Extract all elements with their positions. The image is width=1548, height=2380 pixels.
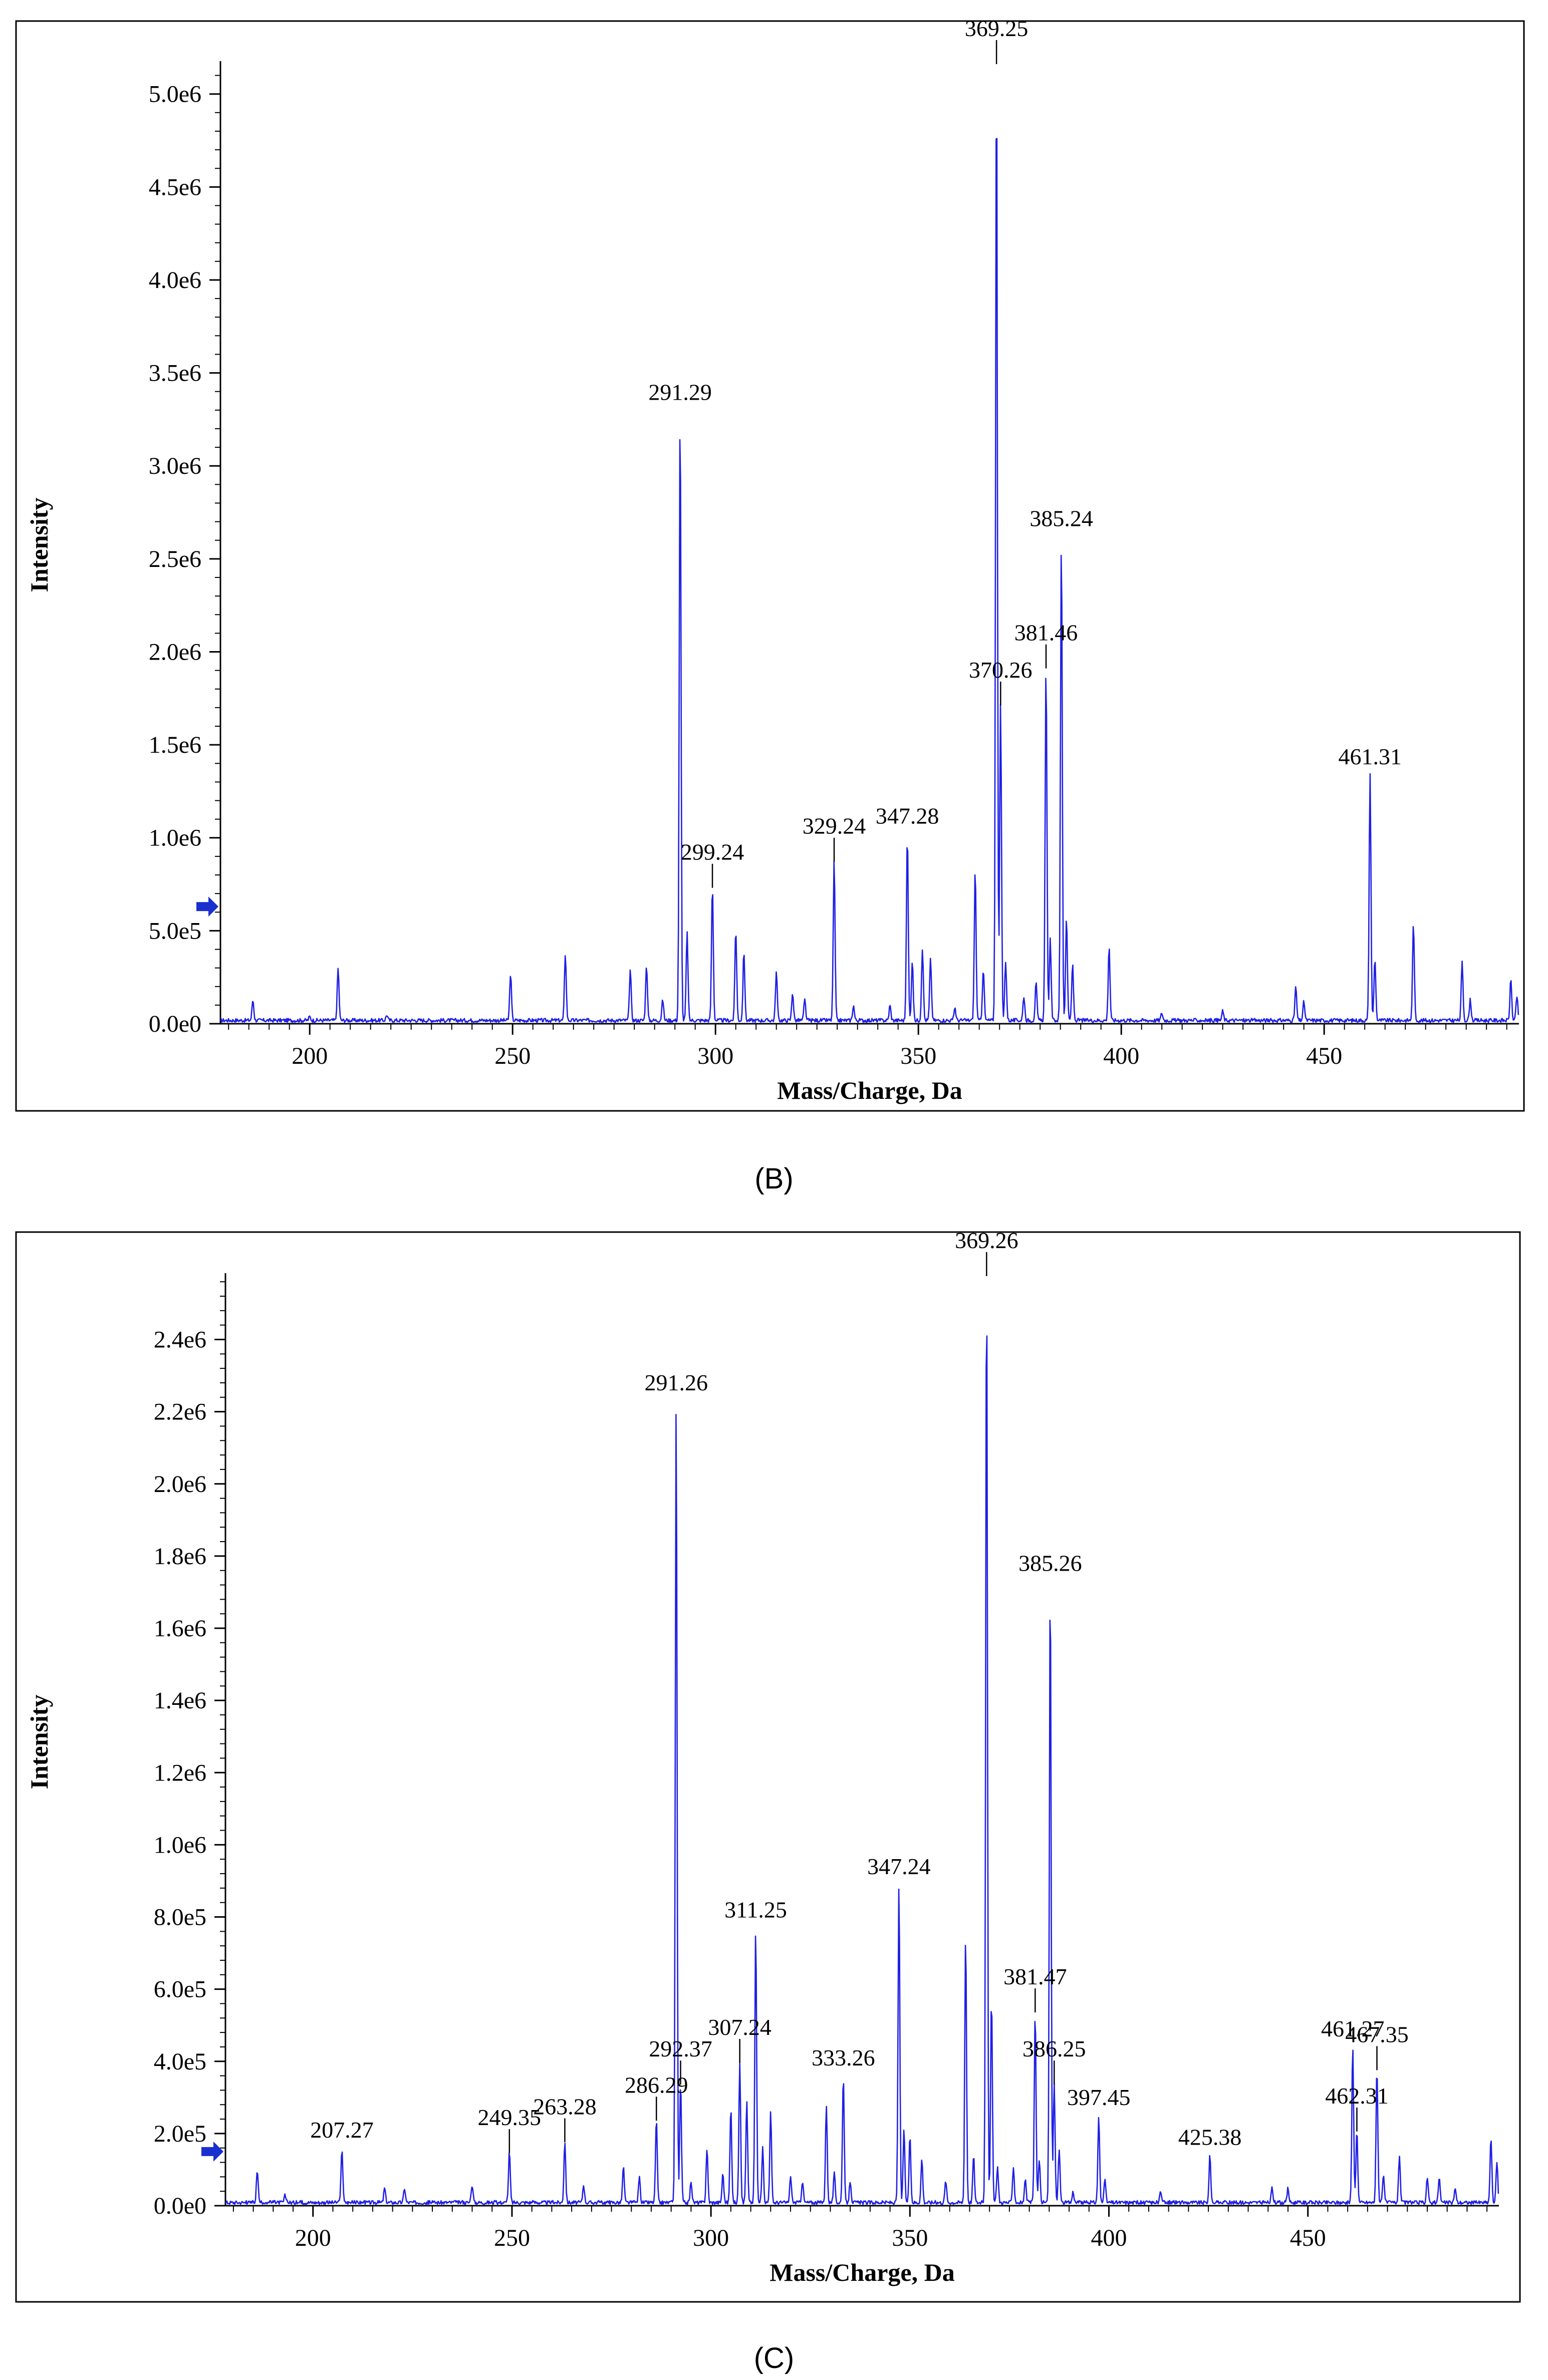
y-tick-label: 2.0e6 [154,1471,206,1498]
peak-label: 291.29 [648,379,712,405]
peak-label: 333.26 [812,2045,875,2070]
y-tick-label: 2.2e6 [154,1399,206,1425]
y-tick-label: 6.0e5 [154,1976,206,2003]
mass-spectrum-chart-c: 200 250 300 350 400 450 0.0e0 2.0e5 4.0e5 6.0e5 8.… [15,1228,1521,2303]
peak-label: 263.28 [533,2094,597,2119]
peak-label: 286.29 [625,2072,688,2098]
x-axis-title: Mass/Charge, Da [769,2258,954,2286]
x-tick-label: 300 [697,1043,733,1069]
y-tick-label: 1.4e6 [154,1687,206,1714]
peak-label: 425.38 [1178,2124,1242,2150]
y-axis-title: Intensity [25,498,53,592]
threshold-arrow-icon [201,2141,223,2162]
mass-spectrum-chart-b: 200 250 300 350 400 450 0.0e0 5.0e5 1.0e6 1.5e6 2.… [15,16,1525,1112]
y-tick-label: 0.0e0 [149,1011,201,1037]
peak-label: 386.25 [1022,2036,1086,2061]
peak-label: 381.46 [1014,620,1078,646]
peak-label: 347.24 [867,1854,931,1879]
x-tick-label: 450 [1290,2225,1326,2251]
y-tick-label: 1.6e6 [154,1615,206,1642]
peak-label: 347.28 [876,803,939,829]
spectrum-line [220,138,1519,1023]
peak-label: 307.24 [708,2014,771,2040]
peak-label: 292.37 [649,2036,712,2061]
y-tick-label: 3.0e6 [149,453,201,479]
y-tick-label: 8.0e5 [154,1904,206,1931]
peak-label: 329.24 [803,813,866,839]
peak-label: 249.35 [478,2105,542,2130]
spectrum-line [225,1335,1499,2205]
y-tick-label: 1.0e6 [149,825,201,851]
peak-label: 385.26 [1018,1551,1082,1576]
y-tick-label: 2.4e6 [154,1327,206,1353]
panel-caption-b: (B) [754,1162,794,1195]
chart-frame [15,20,1525,1112]
x-tick-label: 250 [494,1043,531,1069]
chart-frame [15,1231,1521,2303]
panel-caption-c: (C) [753,2342,795,2374]
y-tick-label: 2.5e6 [149,546,201,572]
spectrum-panel-b: 200 250 300 350 400 450 0.0e0 5.0e5 1.0e6 1.5e6 2.… [0,0,1548,1195]
x-tick-label: 400 [1103,1043,1139,1069]
y-tick-label: 4.5e6 [149,174,201,200]
y-tick-label: 2.0e6 [149,639,201,665]
y-tick-label: 2.0e5 [154,2121,206,2147]
peak-label: 370.26 [969,657,1033,683]
peak-label: 462.31 [1325,2083,1389,2109]
y-tick-label: 5.0e5 [149,918,201,944]
spectrum-panel-c: 200 250 300 350 400 450 0.0e0 2.0e5 4.0e5 6.0e5 8.… [0,1202,1548,2380]
x-tick-label: 350 [900,1043,936,1069]
x-tick-label: 350 [892,2225,928,2251]
x-tick-label: 450 [1306,1043,1342,1069]
y-tick-label: 4.0e6 [149,267,201,293]
x-tick-label: 200 [295,2225,331,2251]
peak-label: 461.31 [1339,744,1402,769]
peak-label: 397.45 [1067,2085,1131,2110]
y-tick-label: 1.5e6 [149,732,201,758]
peak-label: 385.24 [1029,506,1093,531]
y-tick-label: 5.0e6 [149,81,201,108]
y-tick-label: 0.0e0 [154,2193,206,2219]
peak-label: 381.47 [1003,1964,1067,1989]
peak-label: 291.26 [644,1370,708,1395]
x-tick-label: 250 [494,2225,530,2251]
y-axis-title: Intensity [25,1695,53,1790]
y-tick-label: 3.5e6 [149,360,201,387]
y-tick-label: 4.0e5 [154,2048,206,2075]
peak-label: 461.27 [1321,2016,1385,2041]
peak-label: 299.24 [681,839,744,865]
x-tick-label: 200 [292,1043,328,1069]
x-axis-title: Mass/Charge, Da [777,1076,962,1104]
peak-label: 467.35 [1345,2021,1409,2047]
peak-label: 207.27 [310,2117,374,2143]
y-tick-label: 1.2e6 [154,1759,206,1786]
peak-label: 311.25 [724,1897,787,1922]
peak-label: 369.26 [955,1228,1018,1253]
y-tick-label: 1.8e6 [154,1543,206,1570]
x-tick-label: 300 [693,2225,729,2251]
y-tick-label: 1.0e6 [154,1832,206,1858]
peak-label: 369.25 [965,16,1028,41]
x-tick-label: 400 [1091,2225,1127,2251]
threshold-arrow-icon [196,897,218,917]
